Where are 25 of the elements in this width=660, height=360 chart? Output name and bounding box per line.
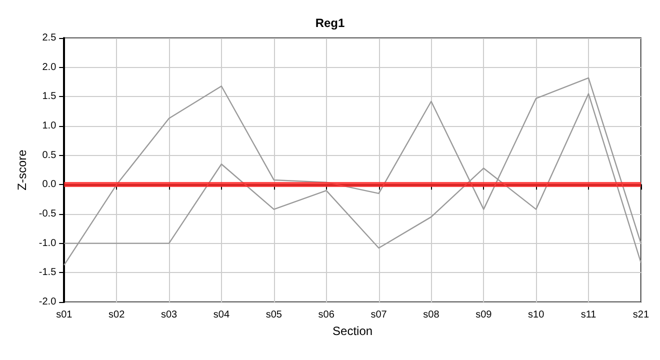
y-tick-label: 1.0 xyxy=(42,120,57,132)
y-tick-label: 2.0 xyxy=(42,62,57,73)
x-tick-label: s01 xyxy=(56,310,73,320)
y-tick-label: 0.0 xyxy=(42,179,57,190)
x-tick-label: s08 xyxy=(423,310,440,320)
x-axis-title: Section xyxy=(332,324,373,338)
y-tick-label: -1.5 xyxy=(38,267,57,278)
x-tick-label: s06 xyxy=(318,310,335,320)
y-tick-label: -0.5 xyxy=(38,208,57,220)
chart-title: Reg1 xyxy=(315,16,345,30)
y-tick-label: 0.5 xyxy=(42,150,57,161)
y-axis-title: Z-score xyxy=(15,149,29,190)
y-tick-label: 1.5 xyxy=(42,91,57,102)
x-tick-label: s11 xyxy=(580,310,597,320)
y-tick-label: 2.5 xyxy=(42,32,57,44)
y-tick-label: -1.0 xyxy=(38,238,57,249)
x-tick-label: s10 xyxy=(528,310,545,320)
x-tick-label: s07 xyxy=(370,310,388,320)
y-tick-label: -2.0 xyxy=(38,296,57,308)
x-tick-label: s21 xyxy=(632,310,650,320)
x-tick-label: s04 xyxy=(213,310,230,320)
x-tick-label: s03 xyxy=(160,310,178,320)
x-tick-label: s02 xyxy=(108,310,126,320)
x-tick-label: s05 xyxy=(266,310,282,320)
x-tick-label: s09 xyxy=(476,310,492,320)
